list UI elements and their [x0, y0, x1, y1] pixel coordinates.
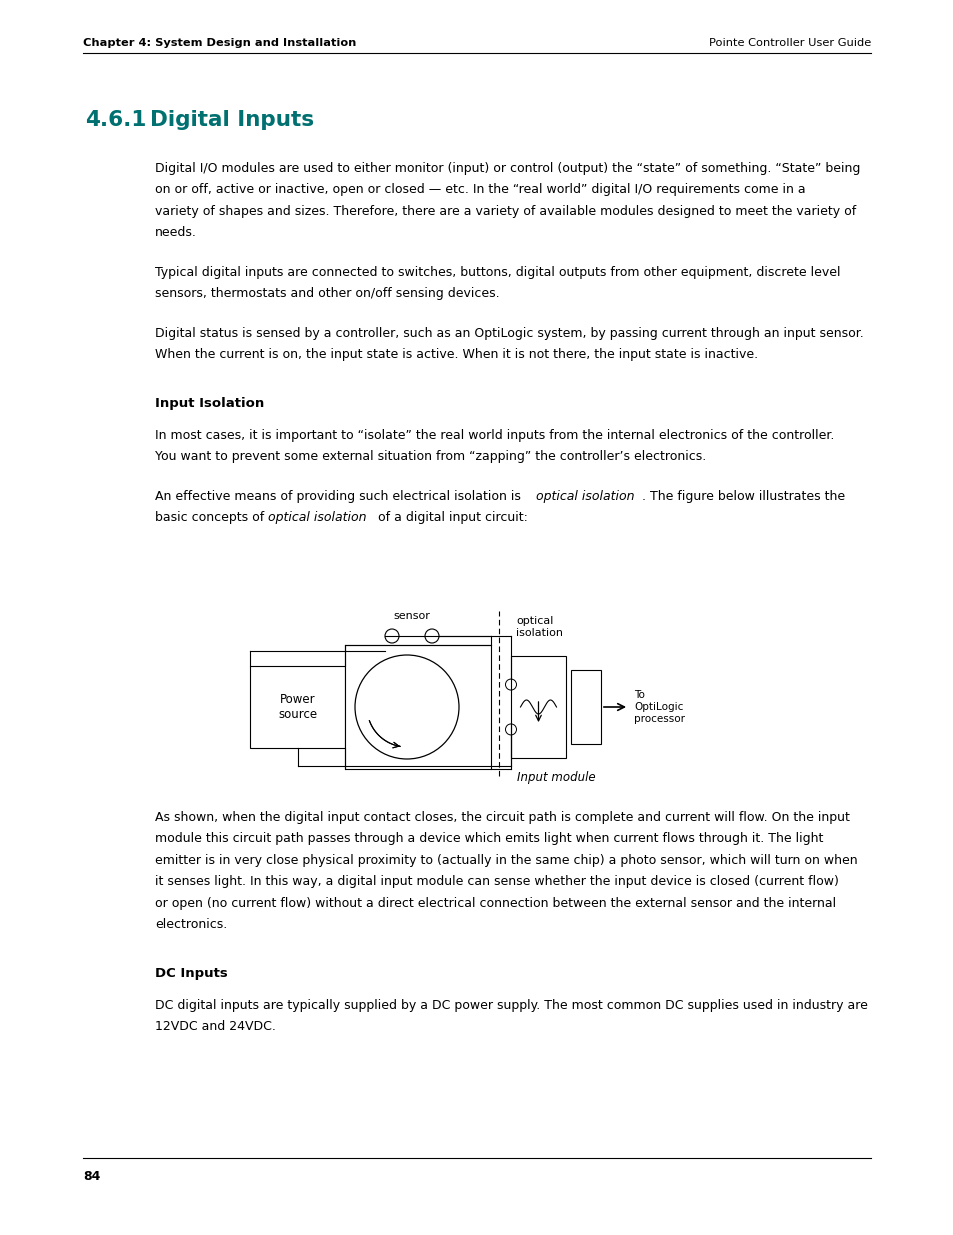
Bar	[250, 666, 345, 748]
Text: Typical digital inputs are connected to switches, buttons, digital outputs from : Typical digital inputs are connected to …	[154, 266, 840, 279]
Text: Input module: Input module	[517, 771, 595, 784]
Text: basic concepts of: basic concepts of	[154, 511, 268, 525]
Text: on or off, active or inactive, open or closed — etc. In the “real world” digital: on or off, active or inactive, open or c…	[154, 184, 804, 196]
Text: To
OptiLogic
processor: To OptiLogic processor	[634, 690, 684, 724]
Text: 12VDC and 24VDC.: 12VDC and 24VDC.	[154, 1020, 275, 1034]
Text: You want to prevent some external situation from “zapping” the controller’s elec: You want to prevent some external situat…	[154, 451, 705, 463]
Text: 84: 84	[83, 1170, 100, 1183]
Text: sensor: sensor	[394, 611, 430, 621]
Text: optical
isolation: optical isolation	[516, 616, 562, 637]
Text: or open (no current flow) without a direct electrical connection between the ext: or open (no current flow) without a dire…	[154, 897, 835, 910]
Text: 4.6.1: 4.6.1	[85, 110, 146, 130]
Text: DC digital inputs are typically supplied by a DC power supply. The most common D: DC digital inputs are typically supplied…	[154, 999, 867, 1011]
Text: Digital status is sensed by a controller, such as an OptiLogic system, by passin: Digital status is sensed by a controller…	[154, 327, 862, 340]
Text: emitter is in very close physical proximity to (actually in the same chip) a pho: emitter is in very close physical proxim…	[154, 853, 857, 867]
Text: optical isolation: optical isolation	[536, 490, 634, 503]
Text: needs.: needs.	[154, 226, 196, 240]
Text: electronics.: electronics.	[154, 919, 227, 931]
Text: optical isolation: optical isolation	[267, 511, 366, 525]
Text: Digital Inputs: Digital Inputs	[150, 110, 314, 130]
Text: DC Inputs: DC Inputs	[154, 967, 228, 981]
Bar	[345, 645, 491, 769]
Bar	[571, 671, 600, 743]
Text: . The figure below illustrates the: . The figure below illustrates the	[641, 490, 844, 503]
Text: sensors, thermostats and other on/off sensing devices.: sensors, thermostats and other on/off se…	[154, 288, 499, 300]
Text: module this circuit path passes through a device which emits light when current : module this circuit path passes through …	[154, 832, 822, 846]
Text: it senses light. In this way, a digital input module can sense whether the input: it senses light. In this way, a digital …	[154, 876, 838, 888]
Text: variety of shapes and sizes. Therefore, there are a variety of available modules: variety of shapes and sizes. Therefore, …	[154, 205, 856, 219]
Text: Input Isolation: Input Isolation	[154, 396, 264, 410]
Text: Pointe Controller User Guide: Pointe Controller User Guide	[708, 38, 870, 48]
Text: An effective means of providing such electrical isolation is: An effective means of providing such ele…	[154, 490, 524, 503]
Text: As shown, when the digital input contact closes, the circuit path is complete an: As shown, when the digital input contact…	[154, 811, 849, 824]
Text: In most cases, it is important to “isolate” the real world inputs from the inter: In most cases, it is important to “isola…	[154, 429, 834, 442]
Text: Power
source: Power source	[277, 693, 316, 721]
Text: When the current is on, the input state is active. When it is not there, the inp: When the current is on, the input state …	[154, 348, 758, 362]
Bar	[511, 656, 565, 758]
Text: Digital I/O modules are used to either monitor (input) or control (output) the “: Digital I/O modules are used to either m…	[154, 162, 860, 175]
Text: Chapter 4: System Design and Installation: Chapter 4: System Design and Installatio…	[83, 38, 356, 48]
Text: of a digital input circuit:: of a digital input circuit:	[374, 511, 527, 525]
